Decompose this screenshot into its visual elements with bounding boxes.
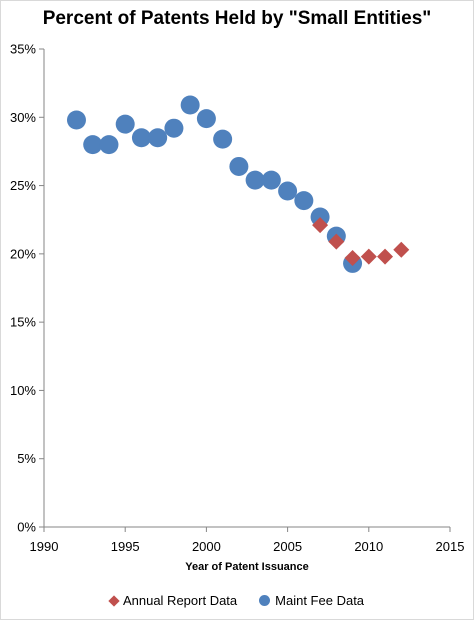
maint-fee-point xyxy=(131,128,151,148)
maint-fee-point xyxy=(310,207,330,227)
maint-fee-point xyxy=(83,135,103,155)
maint-fee-point xyxy=(99,135,119,155)
y-tick-label: 5% xyxy=(17,451,36,466)
maint-fee-point xyxy=(261,170,281,190)
annual-report-point xyxy=(344,249,361,266)
legend: Annual Report Data Maint Fee Data xyxy=(0,593,474,608)
maint-fee-point xyxy=(294,191,314,211)
diamond-marker-icon xyxy=(108,594,120,607)
y-tick-label: 10% xyxy=(10,383,36,398)
x-tick-label: 2015 xyxy=(436,539,465,554)
maint-fee-point xyxy=(66,110,86,130)
annual-report-point xyxy=(360,248,377,265)
x-tick-label: 1990 xyxy=(30,539,59,554)
y-tick-label: 35% xyxy=(10,42,36,57)
maint-fee-point xyxy=(196,109,216,129)
maint-fee-point xyxy=(148,128,168,148)
x-tick-label: 2010 xyxy=(354,539,383,554)
x-axis-title: Year of Patent Issuance xyxy=(185,561,309,573)
annual-report-point xyxy=(312,217,329,234)
maint-fee-point xyxy=(245,170,265,190)
maint-fee-point xyxy=(213,129,233,149)
legend-label-annual-report: Annual Report Data xyxy=(122,593,238,608)
x-tick-label: 2005 xyxy=(273,539,302,554)
y-tick-label: 30% xyxy=(10,110,36,125)
x-tick-label: 1995 xyxy=(111,539,140,554)
y-tick-label: 25% xyxy=(10,178,36,193)
legend-label-maint-fee: Maint Fee Data xyxy=(275,593,365,608)
x-tick-label: 2000 xyxy=(192,539,221,554)
maint-fee-point xyxy=(278,181,298,201)
maint-fee-point xyxy=(229,156,249,176)
circle-marker-icon xyxy=(259,595,271,606)
maint-fee-point xyxy=(115,114,135,134)
y-tick-label: 20% xyxy=(10,246,36,261)
maint-fee-point xyxy=(180,95,200,115)
annual-report-point xyxy=(328,233,345,250)
chart-title: Percent of Patents Held by "Small Entiti… xyxy=(42,8,432,29)
y-tick-label: 15% xyxy=(10,315,36,330)
annual-report-point xyxy=(393,241,410,258)
legend-item-maint-fee: Maint Fee Data xyxy=(259,593,364,608)
annual-report-point xyxy=(377,248,394,265)
legend-item-annual-report: Annual Report Data xyxy=(108,593,238,608)
y-tick-label: 0% xyxy=(17,520,36,535)
maint-fee-point xyxy=(164,118,184,138)
